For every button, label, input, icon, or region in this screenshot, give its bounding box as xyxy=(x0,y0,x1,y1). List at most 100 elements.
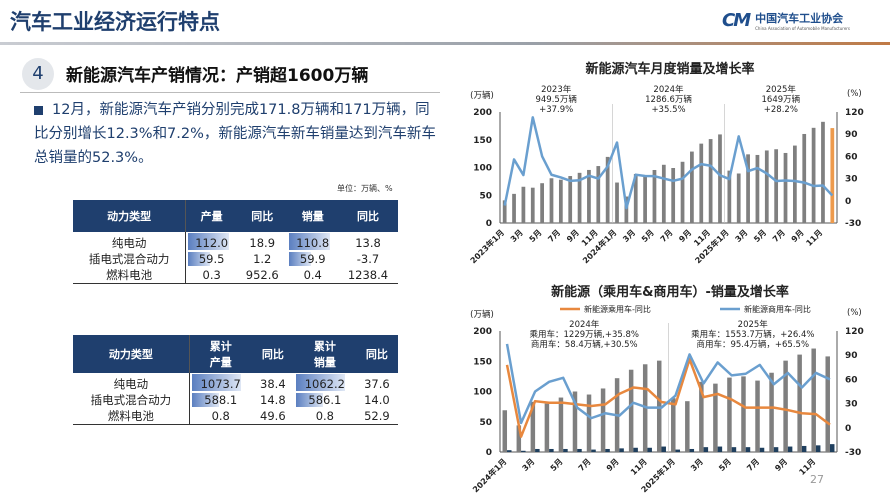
passenger-sales-bar xyxy=(713,383,718,452)
monthly-sales-bar xyxy=(633,173,638,223)
header-divider xyxy=(0,42,890,45)
year-annotation: 2025年 xyxy=(766,84,797,95)
section-divider xyxy=(20,92,440,93)
passenger-sales-bar xyxy=(656,360,662,452)
year-annotation: 2024年 xyxy=(569,319,600,330)
x-tick-label: 7月 xyxy=(771,228,787,244)
right-tick-label: 60 xyxy=(845,152,858,162)
passenger-commercial-nev-chart: 新能源（乘用车&商用车）-销量及增长率 (万辆) (%) 0 50 100 150 200 -3… xyxy=(470,284,864,494)
column-header: 销量 xyxy=(287,200,338,232)
column-header: 产量 xyxy=(185,200,237,232)
passenger-sales-bar xyxy=(755,380,760,452)
data-bar xyxy=(188,233,229,250)
table-row: 纯电动 112.0 18.9 110.8 13.8 xyxy=(73,232,398,251)
right-tick-label: 90 xyxy=(845,351,858,361)
left-tick-label: 200 xyxy=(473,327,492,337)
left-tick-label: 100 xyxy=(473,388,492,398)
x-tick-label: 5月 xyxy=(640,228,656,244)
table-cell: 37.6 xyxy=(364,377,390,391)
unit-label: 单位：万辆、% xyxy=(337,184,393,193)
table-cell: 燃料电池 xyxy=(73,408,190,425)
commercial-sales-bar xyxy=(521,450,526,452)
left-tick-label: 50 xyxy=(479,418,492,428)
monthly-sales-bar xyxy=(624,196,629,223)
passenger-sales-bar xyxy=(516,425,522,452)
year-annotation: +37.9% xyxy=(539,105,573,115)
table-cell: 14.0 xyxy=(364,393,390,407)
passenger-sales-bar xyxy=(586,394,592,452)
passenger-sales-bar xyxy=(558,397,564,452)
left-tick-label: 0 xyxy=(486,448,492,458)
year-annotation: 商用车：95.4万辆，+65.5% xyxy=(696,339,809,350)
cell-value: 588.1 xyxy=(204,393,238,407)
left-tick-label: 50 xyxy=(479,191,492,201)
table-cell: 燃料电池 xyxy=(73,267,187,284)
section-number: 4 xyxy=(22,58,54,90)
table-row: 纯电动 1073.7 38.4 1062.2 37.6 xyxy=(73,373,398,392)
cell-value: 0.8 xyxy=(315,409,334,423)
table-cell: -3.7 xyxy=(356,252,380,266)
monthly-sales-bar xyxy=(746,154,750,223)
table-row: 燃料电池 0.3 952.6 0.4 1238.4 xyxy=(73,267,398,284)
passenger-sales-bar xyxy=(544,403,550,452)
table-row: 燃料电池 0.8 49.6 0.8 52.9 xyxy=(73,408,398,425)
cumulative-powertrain-table: 动力类型 累计 产量 同比 累计 销量 同比 纯电动 1073.7 38.4 1062.2 37.… xyxy=(73,335,398,425)
table-cell: 14.8 xyxy=(260,393,286,407)
x-tick-label: 11月 xyxy=(629,457,649,477)
monthly-sales-bar xyxy=(549,178,554,223)
passenger-sales-bar xyxy=(811,348,816,452)
commercial-sales-bar xyxy=(717,446,723,452)
right-tick-label: 30 xyxy=(845,175,858,185)
monthly-powertrain-table: 动力类型 产量 同比 销量 同比 纯电动 112.0 18.9 110.8 13.8 插电式混合动力… xyxy=(73,200,398,284)
right-tick-label: 0 xyxy=(845,424,851,434)
legend-label: 新能源乘用车-同比 xyxy=(584,304,651,314)
monthly-sales-bar xyxy=(587,169,591,223)
year-annotation: +28.2% xyxy=(764,105,798,115)
passenger-sales-bar xyxy=(783,360,788,452)
logo-cn-text: 中国汽车工业协会 xyxy=(755,12,844,25)
table-cell: 1238.4 xyxy=(347,268,389,282)
monthly-sales-bar xyxy=(558,179,563,223)
monthly-nev-sales-chart: 新能源汽车月度销量及增长率 (万辆) (%) 0 50 100 150 200 -30 0 30 60… xyxy=(468,61,864,265)
passenger-sales-bar xyxy=(572,391,578,452)
table-cell: 38.4 xyxy=(260,377,286,391)
right-tick-label: 120 xyxy=(845,327,864,337)
table-cell: 588.1 xyxy=(189,392,251,408)
data-bar xyxy=(295,374,346,391)
table-cell: 112.0 xyxy=(186,232,237,251)
monthly-sales-bar xyxy=(680,161,685,223)
left-tick-label: 150 xyxy=(473,136,492,146)
commercial-sales-bar xyxy=(549,448,554,452)
cell-value: 0.3 xyxy=(202,268,221,282)
table-cell: 52.9 xyxy=(364,409,390,423)
monthly-sales-bar xyxy=(802,133,807,223)
monthly-sales-bar xyxy=(643,175,647,223)
commercial-sales-bar xyxy=(801,445,807,452)
commercial-sales-bar xyxy=(633,447,638,452)
x-tick-label: 11月 xyxy=(804,228,824,248)
passenger-sales-bar xyxy=(628,369,634,452)
slide-header-title: 汽车工业经济运行特点 xyxy=(10,10,220,34)
right-tick-label: 120 xyxy=(845,108,864,118)
table-cell: 0.3 xyxy=(186,267,237,284)
commercial-sales-bar xyxy=(689,448,695,452)
x-tick-label: 5月 xyxy=(717,457,733,473)
passenger-sales-bar xyxy=(797,354,802,452)
monthly-sales-bar xyxy=(830,128,835,223)
year-annotation: 1286.6万辆 xyxy=(645,94,692,105)
caam-logo: CM 中国汽车工业协会 China Association of Automob… xyxy=(722,10,850,31)
left-axis-unit: (万辆) xyxy=(470,309,494,320)
cell-value: 59.5 xyxy=(198,252,225,266)
right-tick-label: -30 xyxy=(845,219,861,229)
year-annotation: 商用车：58.4万辆,+30.5% xyxy=(531,339,638,350)
caam-logo-mark: CM xyxy=(722,10,751,31)
monthly-sales-bar xyxy=(652,169,657,223)
monthly-sales-bar xyxy=(736,173,741,223)
commercial-sales-bar xyxy=(647,447,652,452)
commercial-sales-bar xyxy=(731,447,737,452)
data-bar xyxy=(289,233,330,250)
right-tick-label: 30 xyxy=(845,400,858,410)
commercial-yoy-line xyxy=(505,343,831,425)
year-annotation: 2025年 xyxy=(738,319,769,330)
table-cell: 59.5 xyxy=(186,251,237,267)
